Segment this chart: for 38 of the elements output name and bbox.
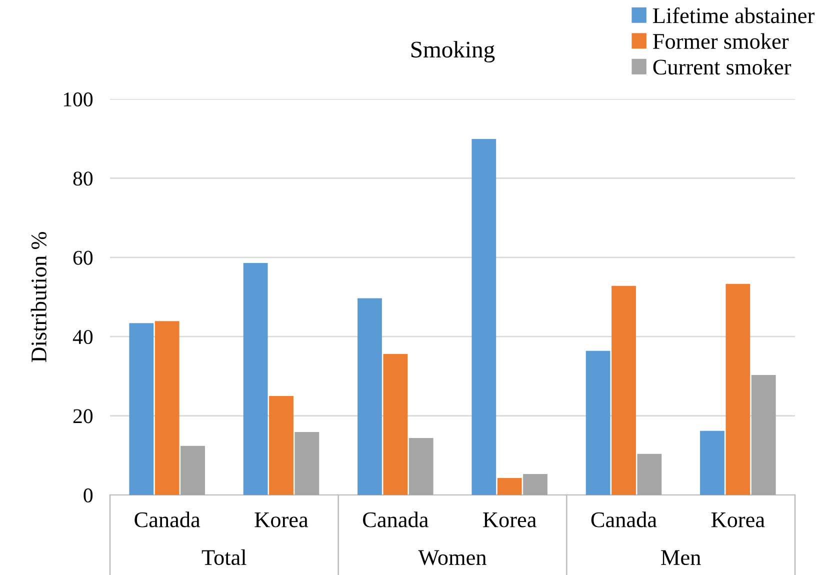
bar [637, 454, 662, 495]
bar [726, 284, 750, 495]
y-tick-label: 40 [72, 330, 93, 344]
x-tick-label: Canada [134, 512, 200, 528]
bar [383, 354, 408, 495]
x-tick-label: Canada [591, 512, 657, 528]
text: Men [661, 550, 701, 566]
bar [497, 478, 522, 495]
x-tick-label: Korea [483, 512, 536, 528]
bar [408, 438, 434, 495]
y-tick-label: 0 [84, 488, 93, 502]
bar [586, 350, 610, 495]
bar [243, 262, 268, 495]
y-axis-title: Distribution % [30, 232, 47, 362]
bar [294, 432, 320, 495]
legend-label: Former smoker [653, 33, 789, 49]
x-tick-label: Canada [363, 512, 428, 528]
bar [154, 321, 180, 495]
bar [523, 474, 548, 495]
bar [472, 138, 496, 495]
chart-title: Smoking [411, 40, 495, 62]
bar [269, 396, 294, 495]
x-tick-label: Korea [254, 512, 308, 528]
bar [180, 446, 205, 495]
bar [129, 323, 154, 495]
bar [612, 286, 636, 495]
bar [700, 430, 724, 495]
bar [751, 375, 776, 495]
legend-label: Current smoker [653, 59, 792, 75]
y-tick-label: 80 [73, 172, 93, 186]
legend-label: Lifetime abstainer [653, 7, 814, 24]
text: Total [202, 549, 246, 566]
text: Women [418, 550, 486, 566]
bar [358, 298, 382, 495]
y-tick-label: 100 [64, 92, 93, 106]
x-tick-label: Korea [711, 512, 765, 528]
y-tick-label: 60 [73, 250, 93, 265]
y-tick-label: 20 [73, 409, 93, 424]
